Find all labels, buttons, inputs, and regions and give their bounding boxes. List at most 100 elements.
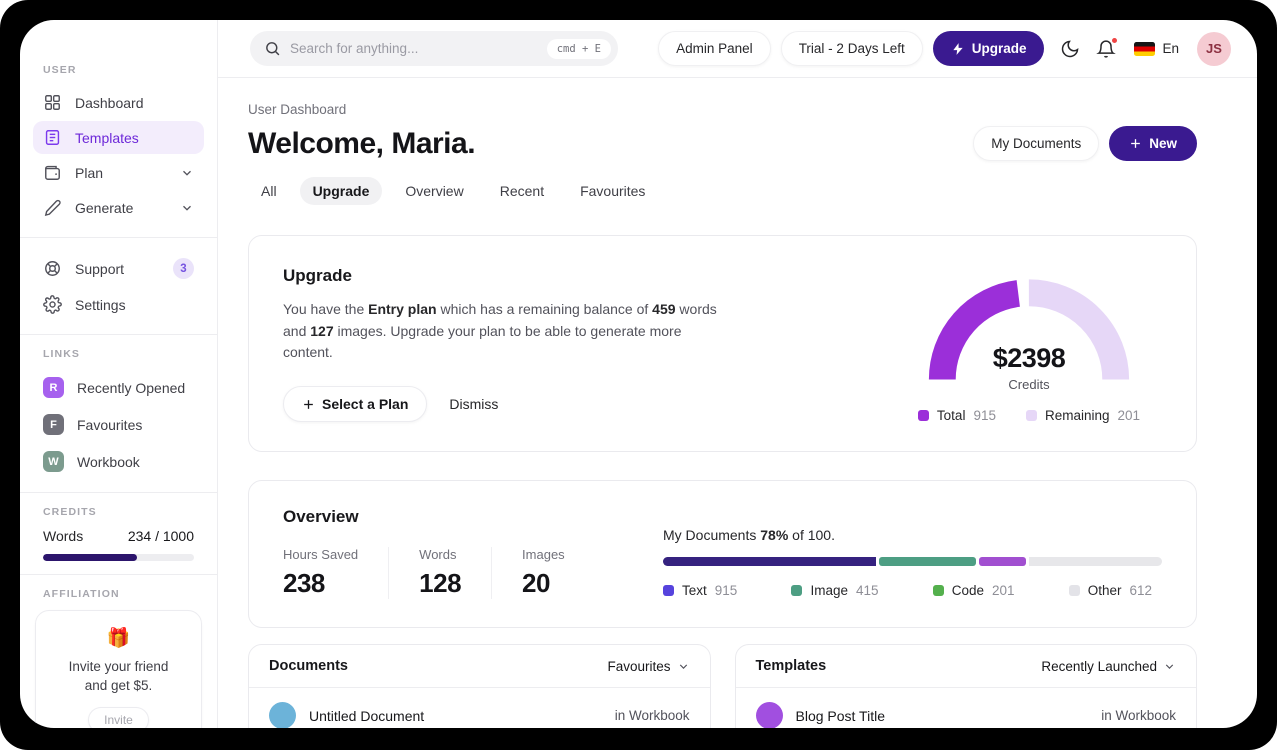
invite-button[interactable]: Invite bbox=[88, 707, 149, 728]
chevron-down-icon bbox=[180, 201, 194, 215]
notifications-button[interactable] bbox=[1096, 36, 1119, 59]
document-row-avatar bbox=[269, 702, 296, 728]
gauge-sublabel: Credits bbox=[1008, 377, 1050, 392]
tab-favourites[interactable]: Favourites bbox=[580, 183, 646, 199]
upgrade-card-body: You have the Entry plan which has a rema… bbox=[283, 301, 717, 361]
link-initial-badge: R bbox=[43, 377, 64, 398]
sidebar-item-plan[interactable]: Plan bbox=[33, 156, 204, 189]
link-initial-badge: W bbox=[43, 451, 64, 472]
bar-legend-swatch bbox=[932, 585, 944, 596]
stacked-bar-segment bbox=[1028, 557, 1162, 566]
gauge-chart: $2398 Credits bbox=[914, 266, 1144, 394]
language-selector[interactable]: En bbox=[1134, 41, 1179, 56]
credits-label: Words bbox=[43, 528, 84, 544]
lifebuoy-icon bbox=[43, 259, 62, 278]
trial-status-badge[interactable]: Trial - 2 Days Left bbox=[780, 31, 923, 66]
tab-recent[interactable]: Recent bbox=[499, 183, 545, 199]
chevron-down-icon bbox=[1163, 660, 1176, 673]
templates-filter-dropdown[interactable]: Recently Launched bbox=[1041, 659, 1176, 674]
sidebar-item-templates[interactable]: Templates bbox=[33, 121, 204, 154]
documents-card-header: Documents Favourites bbox=[249, 645, 710, 688]
sidebar-item-dashboard[interactable]: Dashboard bbox=[33, 86, 204, 119]
half-donut-chart bbox=[928, 279, 1130, 381]
sidebar-link-workbook[interactable]: W Workbook bbox=[33, 444, 204, 479]
document-location: in Workbook bbox=[614, 708, 690, 723]
new-button[interactable]: New bbox=[1109, 126, 1197, 161]
progress-title: My Documents 78% of 100. bbox=[663, 527, 835, 543]
title-actions: My Documents New bbox=[973, 126, 1197, 161]
sidebar-section-credits: CREDITS bbox=[43, 506, 97, 518]
sidebar-item-label: Templates bbox=[75, 129, 139, 146]
sidebar-divider bbox=[20, 492, 217, 493]
sidebar-link-favourites[interactable]: F Favourites bbox=[33, 407, 204, 442]
language-label: En bbox=[1162, 41, 1179, 56]
upgrade-button[interactable]: Upgrade bbox=[932, 31, 1045, 66]
search-icon bbox=[266, 42, 280, 56]
bar-legend-swatch bbox=[791, 585, 803, 596]
user-avatar[interactable]: JS bbox=[1197, 31, 1231, 66]
german-flag-icon bbox=[1134, 41, 1156, 56]
gauge-center-label: $2398 Credits bbox=[914, 343, 1144, 392]
search-bar[interactable]: cmd + E bbox=[250, 31, 618, 66]
dashboard-content: User Dashboard Welcome, Maria. My Docume… bbox=[218, 78, 1257, 728]
gauge-arc-remaining bbox=[1028, 279, 1130, 381]
plus-icon bbox=[1131, 139, 1141, 148]
dark-mode-toggle[interactable] bbox=[1060, 39, 1080, 59]
template-list-item[interactable]: Blog Post Title in Workbook bbox=[736, 688, 1197, 728]
sidebar-item-generate[interactable]: Generate bbox=[33, 191, 204, 224]
moon-icon bbox=[1062, 40, 1079, 57]
tab-upgrade[interactable]: Upgrade bbox=[299, 177, 383, 205]
app-window: USER Dashboard Templates Plan bbox=[20, 20, 1257, 728]
stacked-progress-bar bbox=[663, 557, 1162, 566]
upgrade-card-actions: Select a Plan Dismiss bbox=[283, 386, 723, 423]
search-input[interactable] bbox=[290, 41, 538, 56]
documents-filter-dropdown[interactable]: Favourites bbox=[607, 659, 689, 674]
sidebar-item-label: Dashboard bbox=[75, 94, 144, 111]
templates-card: Templates Recently Launched Blog Post Ti… bbox=[734, 644, 1197, 728]
dismiss-button[interactable]: Dismiss bbox=[449, 396, 499, 413]
stat-hours-saved: Hours Saved 238 bbox=[283, 547, 390, 599]
sidebar-item-label: Favourites bbox=[77, 416, 143, 433]
stat-images: Images 20 bbox=[522, 547, 565, 598]
stacked-bar-segment bbox=[663, 557, 877, 566]
sidebar-item-label: Support bbox=[75, 260, 125, 277]
templates-card-title: Templates bbox=[755, 658, 827, 674]
credits-gauge: $2398 Credits Total 915 Remaining bbox=[896, 266, 1162, 423]
legend-item-code: Code 201 bbox=[932, 583, 1015, 598]
sidebar-link-recently-opened[interactable]: R Recently Opened bbox=[33, 370, 204, 405]
overview-card: Overview Hours Saved 238 Words 128 Image… bbox=[248, 480, 1197, 628]
sidebar-item-settings[interactable]: Settings bbox=[33, 288, 204, 321]
credits-words-row: Words 234 / 1000 bbox=[33, 528, 204, 544]
my-documents-button[interactable]: My Documents bbox=[973, 126, 1100, 161]
page-title: Welcome, Maria. bbox=[248, 126, 476, 160]
select-plan-button[interactable]: Select a Plan bbox=[283, 386, 428, 423]
sidebar-item-label: Plan bbox=[75, 164, 104, 181]
admin-panel-button[interactable]: Admin Panel bbox=[658, 31, 771, 66]
credits-value: 234 / 1000 bbox=[127, 528, 194, 544]
gauge-legend-swatch bbox=[917, 410, 929, 421]
gauge-arc-total bbox=[928, 280, 1021, 380]
sidebar-item-support[interactable]: Support 3 bbox=[33, 251, 204, 286]
link-initial-badge: F bbox=[43, 414, 64, 435]
overview-card-title: Overview bbox=[283, 507, 359, 526]
chevron-down-icon bbox=[677, 660, 690, 673]
gauge-legend-swatch bbox=[1025, 410, 1037, 421]
stat-words: Words 128 bbox=[419, 547, 493, 599]
bar-legend-swatch bbox=[1068, 585, 1080, 596]
legend-item-total: Total 915 bbox=[917, 408, 996, 423]
template-location: in Workbook bbox=[1101, 708, 1176, 723]
affiliation-promo-card: 🎁 Invite your friend and get $5. Invite bbox=[35, 610, 202, 728]
templates-document-icon bbox=[43, 128, 62, 147]
documents-progress: My Documents 78% of 100. Text 915 bbox=[663, 507, 1162, 599]
document-list-item[interactable]: Untitled Document in Workbook bbox=[249, 688, 710, 728]
tab-overview[interactable]: Overview bbox=[405, 183, 464, 199]
legend-item-text: Text 915 bbox=[663, 583, 737, 598]
sidebar-section-links: LINKS bbox=[43, 348, 80, 360]
sidebar-item-label: Workbook bbox=[77, 453, 140, 470]
tab-all[interactable]: All bbox=[261, 183, 277, 199]
template-row-avatar bbox=[755, 702, 783, 728]
document-name: Untitled Document bbox=[309, 707, 425, 724]
stacked-bar-segment bbox=[978, 557, 1026, 566]
upgrade-card: Upgrade You have the Entry plan which ha… bbox=[248, 235, 1197, 452]
bottom-cards: Documents Favourites Untitled Document i… bbox=[248, 644, 1197, 728]
